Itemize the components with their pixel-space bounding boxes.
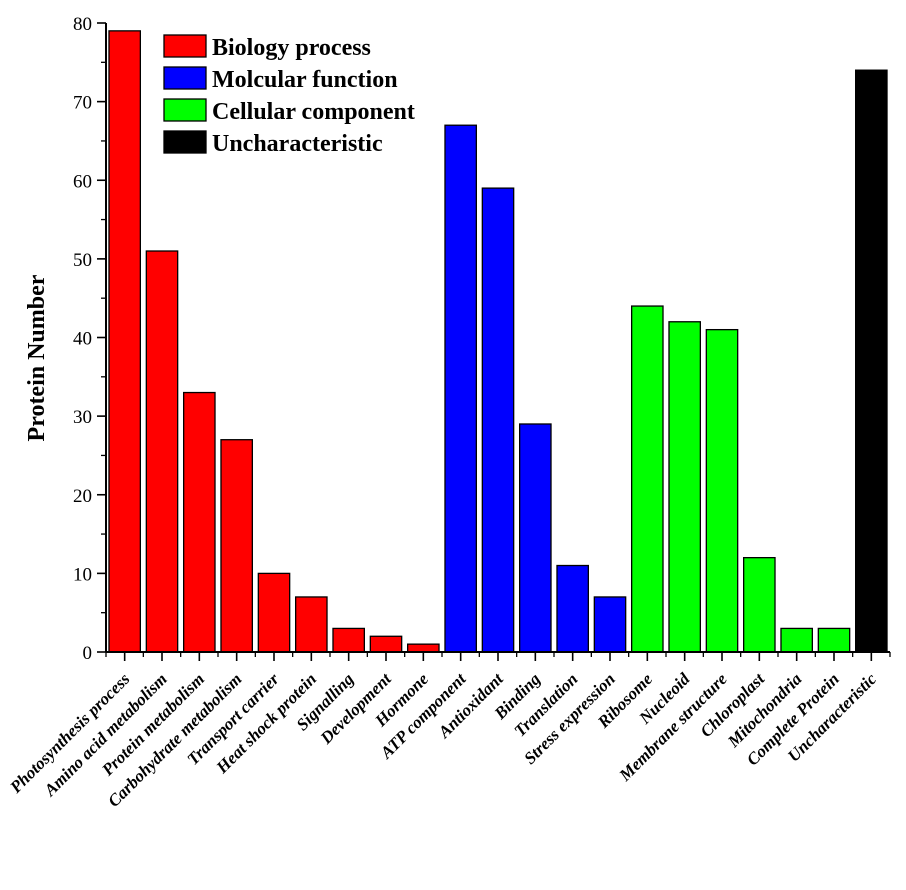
bar-20 (855, 69, 888, 653)
legend-label-2: Cellular component (212, 99, 415, 125)
y-tick-label: 40 (73, 329, 92, 350)
bar-11 (519, 423, 552, 653)
legend-swatch-0 (163, 34, 207, 58)
y-tick-label: 10 (73, 564, 92, 585)
legend-label-3: Uncharacteristic (212, 131, 383, 157)
bar-18 (780, 627, 813, 653)
bar-14 (631, 305, 664, 653)
bar-16 (705, 328, 739, 653)
y-axis-label: Protein Number (24, 274, 50, 441)
bar-1 (145, 250, 179, 653)
legend: Biology process Molcular function Cellular… (163, 34, 415, 157)
y-tick-label: 50 (73, 250, 92, 271)
bar-3 (220, 439, 254, 653)
bars-group (108, 30, 888, 653)
bar-8 (406, 643, 440, 653)
bar-2 (182, 391, 216, 653)
bar-19 (817, 627, 851, 653)
y-tick-label: 80 (73, 14, 92, 35)
bar-7 (369, 635, 403, 653)
y-tick-label: 0 (83, 643, 93, 664)
bar-10 (481, 187, 515, 653)
legend-swatch-3 (163, 130, 207, 154)
y-tick-label: 60 (73, 171, 92, 192)
y-tick-label: 20 (73, 486, 92, 507)
bar-0 (108, 30, 141, 653)
bar-5 (294, 596, 328, 653)
y-tick-label: 30 (73, 407, 92, 428)
legend-label-0: Biology process (212, 35, 371, 61)
bar-13 (593, 596, 627, 653)
bar-6 (332, 627, 365, 653)
legend-label-1: Molcular function (212, 67, 398, 93)
bar-17 (743, 557, 776, 653)
bar-4 (257, 572, 291, 653)
legend-swatch-2 (163, 98, 207, 122)
legend-swatch-1 (163, 66, 207, 90)
bar-15 (668, 321, 701, 653)
bar-12 (556, 564, 589, 653)
bar-9 (444, 124, 477, 653)
y-tick-label: 70 (73, 93, 92, 114)
